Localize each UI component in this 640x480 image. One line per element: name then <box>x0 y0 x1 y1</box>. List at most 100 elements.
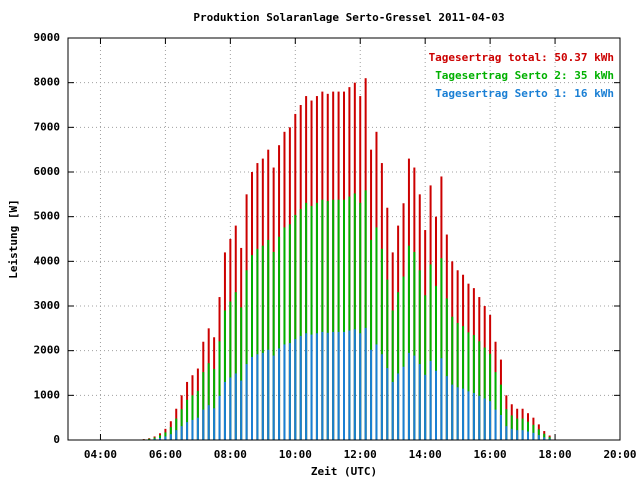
bar <box>407 245 410 440</box>
y-tick-label: 2000 <box>34 344 61 357</box>
bar <box>364 190 367 440</box>
bar <box>240 380 243 440</box>
bar <box>537 435 540 440</box>
bar <box>505 409 508 440</box>
bar <box>343 199 345 440</box>
bar <box>402 276 405 440</box>
bar <box>164 436 167 440</box>
bar <box>418 270 421 440</box>
bar <box>516 418 519 440</box>
bar <box>429 360 432 440</box>
y-tick-label: 5000 <box>34 210 61 223</box>
bar <box>380 354 383 440</box>
y-tick-label: 3000 <box>34 299 61 312</box>
bar <box>202 409 205 440</box>
bar <box>456 322 459 440</box>
bar <box>467 332 470 440</box>
bar <box>499 414 502 440</box>
bar <box>175 430 178 440</box>
x-tick-label: 12:00 <box>344 448 377 461</box>
bar <box>407 352 410 440</box>
bar <box>489 353 492 440</box>
x-tick-label: 14:00 <box>409 448 442 461</box>
bar <box>348 330 351 440</box>
bar <box>169 434 172 440</box>
y-tick-label: 9000 <box>34 31 61 44</box>
bar <box>353 193 356 440</box>
bar <box>283 344 286 440</box>
bar <box>429 264 432 440</box>
bar <box>451 316 454 440</box>
bar <box>337 331 340 440</box>
x-tick-label: 18:00 <box>538 448 571 461</box>
x-tick-label: 04:00 <box>84 448 117 461</box>
bar <box>180 426 183 440</box>
bar <box>207 405 210 440</box>
bar <box>229 377 232 440</box>
bar <box>278 236 281 440</box>
bar <box>424 295 427 440</box>
bar <box>245 364 248 440</box>
bar <box>532 432 535 440</box>
bar <box>353 329 356 440</box>
bar <box>321 331 324 440</box>
y-tick-label: 6000 <box>34 165 61 178</box>
bar <box>472 393 475 440</box>
bar <box>472 335 475 440</box>
bar <box>186 399 189 440</box>
bar <box>321 199 324 440</box>
bar <box>391 381 394 440</box>
bar <box>397 292 400 440</box>
bar <box>499 384 502 440</box>
bar <box>532 424 535 440</box>
y-tick-label: 1000 <box>34 388 61 401</box>
bar <box>278 348 281 440</box>
bar <box>386 368 389 440</box>
bar <box>202 372 205 440</box>
bar <box>375 344 378 440</box>
bar <box>451 384 454 440</box>
bar <box>234 292 237 440</box>
x-tick-label: 16:00 <box>474 448 507 461</box>
bar <box>483 398 486 440</box>
y-tick-label: 8000 <box>34 76 61 89</box>
bar <box>299 335 302 440</box>
bar <box>445 376 448 440</box>
bar <box>207 363 210 440</box>
bar <box>186 422 189 440</box>
bar <box>343 331 345 440</box>
bar <box>510 415 513 440</box>
plot-frame <box>67 37 621 441</box>
bar <box>370 349 373 440</box>
bar <box>397 373 400 440</box>
bar <box>462 326 465 440</box>
bar <box>272 251 275 440</box>
bar <box>413 355 416 440</box>
bar <box>332 199 335 440</box>
bar <box>267 239 270 440</box>
bar <box>272 355 275 440</box>
bar <box>299 209 302 440</box>
bar <box>326 201 329 440</box>
x-tick-label: 08:00 <box>214 448 247 461</box>
bar <box>521 430 524 440</box>
bar <box>175 418 178 440</box>
bar <box>435 370 437 440</box>
bar <box>413 251 416 440</box>
bar <box>229 301 232 440</box>
bar <box>418 364 421 440</box>
bar <box>332 331 335 440</box>
bar <box>467 391 470 440</box>
bar <box>294 214 297 440</box>
bar <box>153 437 156 440</box>
bar <box>267 349 270 440</box>
bar <box>213 368 216 440</box>
bar <box>380 248 383 440</box>
bar <box>240 307 243 440</box>
bar <box>494 409 497 440</box>
bar <box>494 372 497 440</box>
bar <box>305 202 308 440</box>
bar <box>424 374 427 440</box>
bar <box>310 205 313 440</box>
